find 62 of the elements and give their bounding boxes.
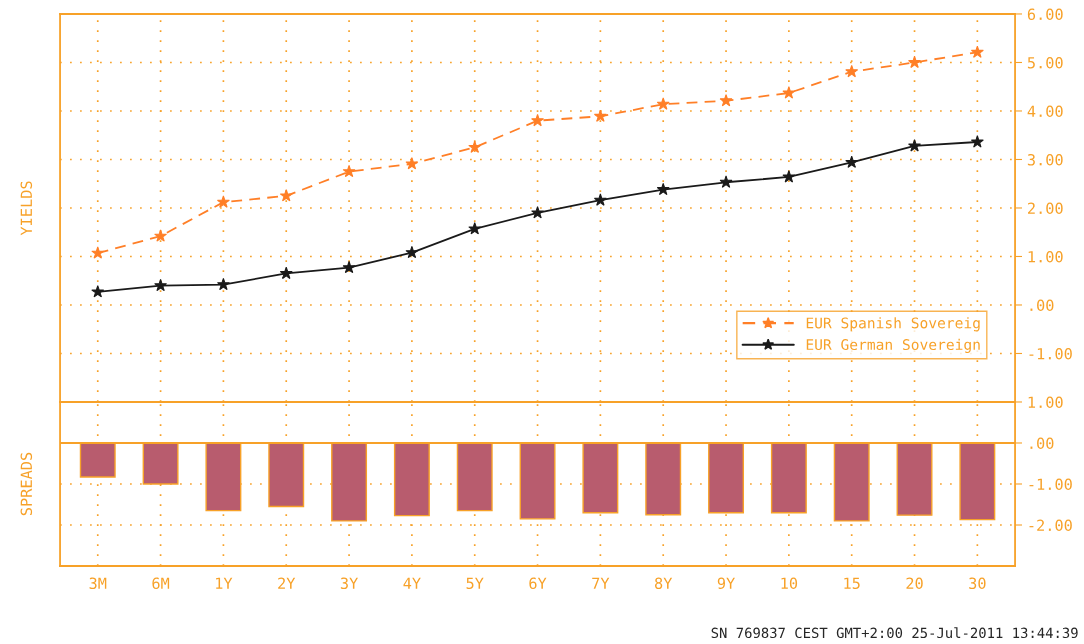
- point: [342, 260, 356, 274]
- x-tick-label: 2Y: [278, 577, 296, 589]
- x-tick-label: 4Y: [403, 577, 421, 589]
- y-tick-label: -2.00: [1029, 519, 1072, 532]
- point: [405, 157, 419, 170]
- legend-label: EUR German Sovereign: [806, 338, 980, 353]
- point: [91, 246, 105, 259]
- y-axis-title: SPREADS: [20, 452, 33, 516]
- x-tick-label: 15: [844, 577, 860, 590]
- point: [782, 86, 796, 99]
- x-tick-label: 8Y: [654, 577, 673, 590]
- x-tick-label: 9Y: [717, 577, 735, 590]
- point: [342, 164, 356, 178]
- y-tick-label: -1.00: [1029, 347, 1072, 360]
- y-tick-label: .00: [1030, 299, 1054, 312]
- point: [593, 193, 607, 206]
- y-tick-label: 1.00: [1028, 396, 1063, 409]
- point: [845, 64, 859, 78]
- legend-label: EUR Spanish Sovereig: [806, 317, 980, 332]
- point: [719, 94, 733, 107]
- y-tick-label: 6.00: [1027, 8, 1063, 21]
- point: [154, 278, 168, 292]
- y-tick-label: -1.00: [1029, 478, 1072, 491]
- x-tick-label: 3Y: [340, 577, 358, 590]
- point: [279, 189, 293, 202]
- point: [154, 229, 168, 242]
- point: [782, 170, 796, 183]
- y-tick-label: .00: [1030, 437, 1054, 450]
- point: [91, 285, 105, 298]
- y-axis-title: YIELDS: [20, 181, 33, 236]
- y-tick-label: 4.00: [1027, 105, 1063, 118]
- x-tick-label: 7Y: [592, 577, 610, 589]
- point: [719, 175, 733, 188]
- text: SN 769837 CEST GMT+2:00 25-Jul-2011 13:44:39: [711, 627, 1078, 639]
- point: [908, 55, 921, 69]
- point: [531, 113, 545, 127]
- point: [216, 277, 230, 291]
- x-tick-label: 10: [781, 577, 798, 590]
- point: [468, 140, 482, 153]
- point: [468, 222, 482, 235]
- x-tick-label: 20: [906, 577, 923, 590]
- point: [216, 195, 230, 208]
- point: [908, 139, 921, 152]
- point: [656, 97, 670, 110]
- x-tick-label: 6Y: [529, 577, 547, 590]
- y-tick-label: 2.00: [1028, 202, 1063, 215]
- point: [970, 135, 984, 148]
- point: [405, 245, 419, 259]
- y-tick-label: 5.00: [1027, 56, 1063, 69]
- point: [531, 206, 545, 219]
- x-tick-label: 3M: [89, 577, 107, 590]
- y-tick-label: 1.00: [1028, 250, 1063, 263]
- point: [593, 109, 607, 122]
- point: [845, 155, 859, 168]
- x-tick-label: 1Y: [216, 577, 233, 589]
- point: [656, 182, 670, 196]
- x-tick-label: 6M: [152, 577, 170, 590]
- x-tick-label: 5Y: [466, 577, 484, 590]
- point: [279, 266, 293, 280]
- y-tick-label: 3.00: [1027, 153, 1063, 166]
- x-tick-label: 30: [969, 577, 986, 590]
- point: [970, 45, 984, 58]
